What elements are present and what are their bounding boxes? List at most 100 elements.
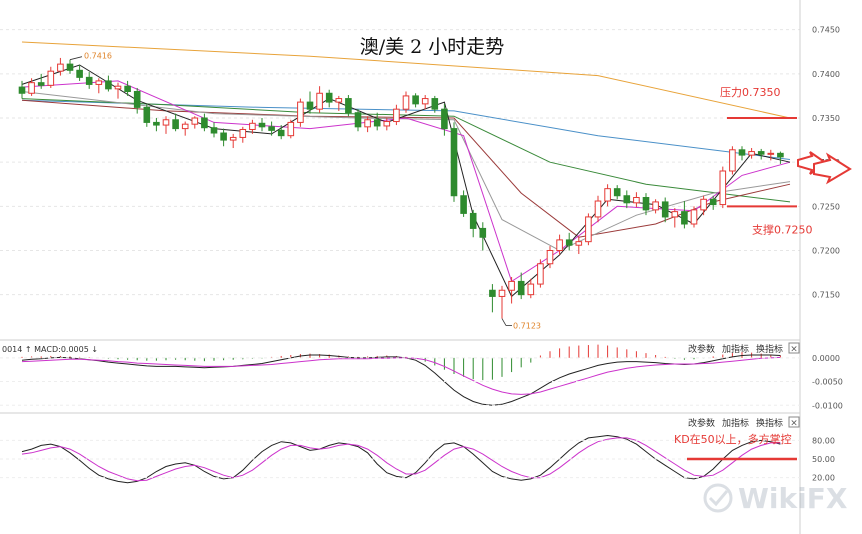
- kd-lines: [21, 434, 781, 484]
- kd-annotation-label: KD在50以上，多方掌控: [674, 432, 792, 446]
- candle: [681, 201, 688, 229]
- macd-tick-label: -0.0100: [812, 401, 843, 410]
- candle: [364, 116, 371, 133]
- candle: [210, 122, 218, 138]
- watermark-check-icon: [708, 490, 729, 507]
- kd-axis: 80.00 50.00 20.00: [0, 436, 835, 483]
- candle: [181, 121, 189, 136]
- arrow-right-icon: [813, 152, 852, 185]
- support-resistance-levels: 压力0.7350 支撑0.7250: [720, 86, 813, 236]
- candle: [508, 277, 515, 304]
- candle: [268, 121, 275, 136]
- candle: [479, 222, 487, 251]
- price-label: 0.7123: [501, 318, 541, 331]
- svg-text:0.7123: 0.7123: [513, 322, 541, 331]
- candle: [335, 95, 343, 111]
- resistance-label: 压力0.7350: [720, 86, 781, 99]
- candle: [700, 195, 707, 216]
- kd-k-line: [21, 434, 781, 484]
- candle: [354, 109, 362, 132]
- candle: [316, 86, 323, 113]
- price-tick-label: 0.7250: [812, 202, 840, 211]
- candle: [76, 65, 83, 81]
- kd-tick-label: 50.00: [812, 455, 835, 464]
- close-panel-button[interactable]: ×: [788, 416, 800, 429]
- kd-tick-label: 80.00: [812, 436, 835, 445]
- moving-averages: [21, 41, 791, 298]
- candle: [325, 89, 333, 108]
- candle: [623, 190, 631, 209]
- price-grid: [0, 29, 800, 296]
- candle: [124, 80, 131, 96]
- candle: [66, 59, 74, 74]
- candle: [517, 272, 525, 300]
- macd-dea-line: [21, 356, 781, 395]
- candle: [431, 95, 439, 113]
- candlesticks: [18, 57, 784, 319]
- kd-d-line: [21, 437, 781, 482]
- add-indicator-button[interactable]: 加指标: [722, 343, 749, 355]
- kd-tick-label: 20.00: [812, 474, 835, 483]
- candle: [114, 82, 122, 99]
- candle: [201, 113, 208, 132]
- candle: [258, 118, 266, 132]
- candle: [565, 232, 573, 251]
- candle: [709, 195, 717, 210]
- price-tick-label: 0.7450: [812, 26, 840, 35]
- candle: [393, 104, 400, 126]
- change-params-button[interactable]: 改参数: [688, 343, 715, 355]
- candle: [652, 199, 659, 214]
- add-indicator-button[interactable]: 加指标: [722, 417, 749, 429]
- switch-indicator-button[interactable]: 换指标: [756, 343, 783, 355]
- close-label: ×: [790, 345, 798, 355]
- candle: [95, 78, 103, 94]
- candle: [37, 73, 45, 89]
- moving-average-line: [21, 99, 791, 160]
- moving-average-line: [21, 98, 791, 203]
- candle: [460, 190, 467, 217]
- candle: [661, 197, 669, 223]
- candle: [690, 206, 698, 228]
- candle: [153, 118, 160, 132]
- candle: [441, 103, 448, 136]
- macd-histogram: [21, 344, 781, 381]
- candle: [450, 122, 458, 202]
- candle: [412, 93, 419, 108]
- candle: [594, 195, 602, 223]
- watermark-logo-icon: [703, 483, 733, 513]
- candle: [546, 246, 554, 269]
- candle: [172, 113, 179, 132]
- macd-axis: 0.0000 -0.0050 -0.0100: [0, 354, 843, 410]
- change-params-button[interactable]: 改参数: [688, 417, 715, 429]
- candle: [85, 72, 93, 89]
- switch-indicator-button[interactable]: 换指标: [756, 417, 783, 429]
- candle: [220, 128, 227, 147]
- price-tick-label: 0.7350: [812, 114, 840, 123]
- candle: [777, 151, 784, 164]
- candle: [57, 57, 64, 76]
- candle: [383, 118, 391, 131]
- candle: [277, 125, 285, 140]
- candle: [498, 285, 506, 319]
- candle: [537, 259, 544, 288]
- close-panel-button[interactable]: ×: [788, 342, 800, 355]
- price-axis: 0.74500.74000.73500.73000.72500.72000.71…: [799, 0, 840, 534]
- candle: [585, 213, 592, 246]
- candle: [757, 148, 765, 160]
- candle: [421, 95, 429, 110]
- candle: [604, 184, 611, 207]
- price-label: 0.7416: [69, 52, 112, 61]
- candle: [489, 284, 496, 313]
- candle: [47, 66, 55, 88]
- candle: [133, 87, 141, 114]
- candle: [191, 116, 199, 129]
- candle: [767, 149, 775, 161]
- kd-annotation: KD在50以上，多方掌控: [674, 432, 797, 461]
- close-icon: [788, 416, 800, 428]
- macd-indicator-label: 0014 ↑ MACD:0.0005 ↓: [2, 345, 98, 354]
- candle: [671, 208, 679, 228]
- candle: [143, 103, 151, 127]
- candle: [613, 185, 621, 200]
- price-tick-label: 0.7150: [812, 291, 840, 300]
- macd-tick-label: -0.0050: [812, 378, 843, 387]
